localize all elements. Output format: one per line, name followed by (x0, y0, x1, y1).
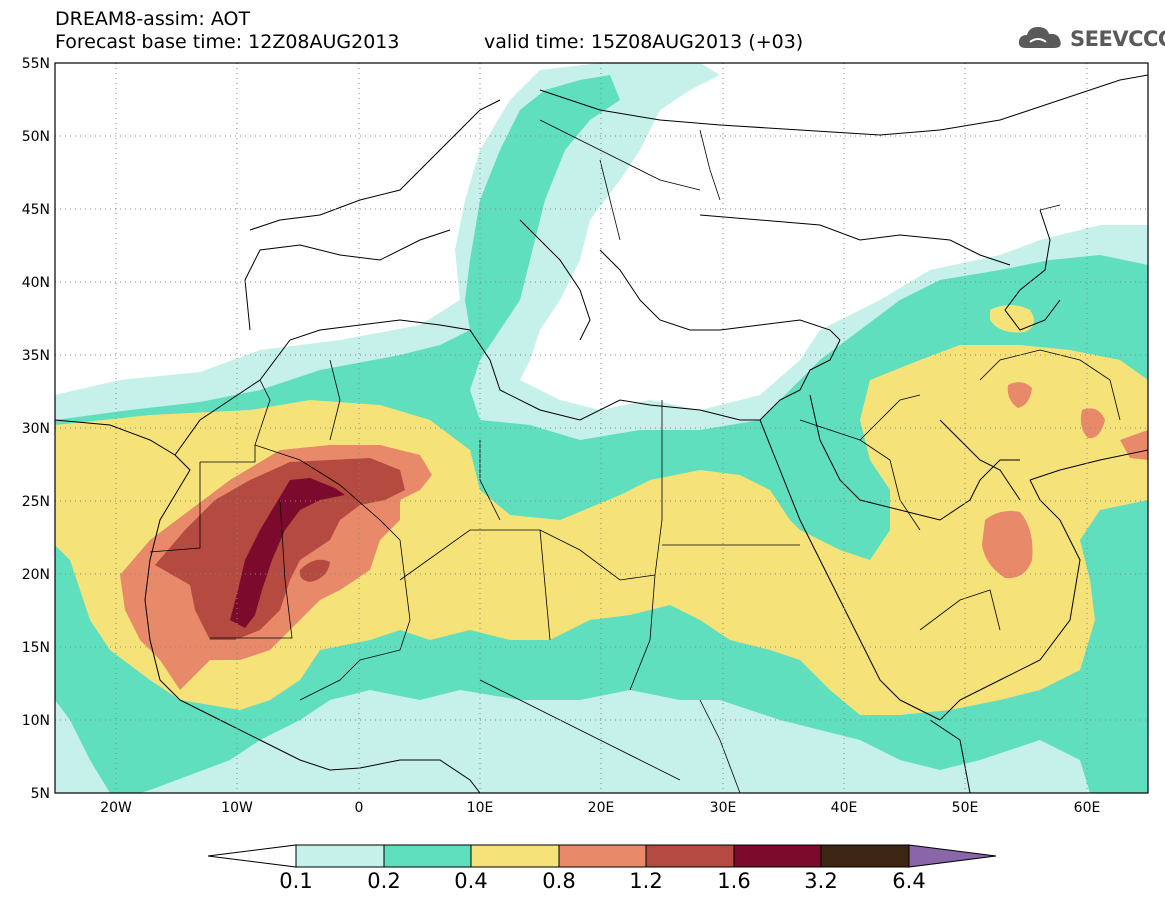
lon-tick-40E: 40E (831, 800, 858, 816)
aot-band-0.8-gulf (982, 511, 1033, 579)
colorbar-bin-0.4 (470, 844, 560, 868)
colorbar-label-0.2: 0.2 (367, 869, 401, 893)
lat-tick-20N: 20N (22, 567, 50, 583)
aot-band-0.4 (55, 345, 1148, 715)
aot-band-0.8-iran1 (1007, 382, 1032, 408)
colorbar-bin-0.1 (295, 844, 385, 868)
aot-band-0.4-egypt (720, 488, 764, 526)
colorbar-bin-0.8 (558, 844, 647, 868)
lat-tick-10N: 10N (22, 713, 50, 729)
lat-tick-50N: 50N (22, 129, 50, 145)
cloud-icon (1018, 27, 1061, 48)
aot-band-0.8-iran2 (1080, 408, 1105, 439)
graticule (55, 63, 1148, 793)
colorbar-label-6.4: 6.4 (892, 869, 926, 893)
lat-tick-35N: 35N (22, 348, 50, 364)
map-title: DREAM8-assim: AOT (55, 8, 251, 30)
aot-band-1.6 (230, 478, 345, 628)
colorbar-label-1.2: 1.2 (629, 869, 663, 893)
map-frame (54, 62, 1149, 794)
lon-axis: 20W 10W 0 10E 20E 30E 40E 50E 60E (100, 800, 1100, 816)
lat-tick-45N: 45N (22, 202, 50, 218)
aot-band-0.8-pakistan (1120, 430, 1148, 460)
country-borders (149, 119, 1121, 793)
colorbar (207, 844, 997, 868)
aot-band-1.2 (155, 458, 405, 640)
lon-tick-20E: 20E (588, 800, 615, 816)
colorbar-label-0.4: 0.4 (454, 869, 488, 893)
lat-tick-15N: 15N (22, 640, 50, 656)
colorbar-bin-1.6 (733, 844, 822, 868)
lon-tick-30E: 30E (710, 800, 737, 816)
aot-band-1.2-dot (299, 559, 330, 582)
valid-time: valid time: 15Z08AUG2013 (+03) (484, 31, 804, 53)
colorbar-over-arrow (908, 844, 997, 868)
lat-tick-25N: 25N (22, 494, 50, 510)
lon-tick-60E: 60E (1074, 800, 1101, 816)
colorbar-label-0.1: 0.1 (279, 869, 313, 893)
seevccc-logo: SEEVCCC (1016, 22, 1165, 58)
colorbar-label-0.8: 0.8 (542, 869, 576, 893)
colorbar-bin-1.2 (645, 844, 735, 868)
lat-tick-55N: 55N (22, 56, 50, 72)
lat-axis: 55N 50N 45N 40N 35N 30N 25N 20N 15N 10N … (22, 56, 50, 802)
lat-tick-30N: 30N (22, 421, 50, 437)
forecast-base-time: Forecast base time: 12Z08AUG2013 (55, 31, 400, 53)
lat-tick-5N: 5N (31, 786, 50, 802)
logo-text: SEEVCCC (1070, 27, 1165, 51)
lon-tick-20W: 20W (100, 800, 132, 816)
lon-tick-0: 0 (355, 800, 364, 816)
colorbar-label-1.6: 1.6 (717, 869, 751, 893)
colorbar-bin-3.2 (820, 844, 910, 868)
lat-tick-40N: 40N (22, 275, 50, 291)
colorbar-bin-0.2 (383, 844, 472, 868)
colorbar-label-3.2: 3.2 (804, 869, 838, 893)
lon-tick-50E: 50E (952, 800, 979, 816)
lon-tick-10W: 10W (221, 800, 253, 816)
lon-tick-10E: 10E (467, 800, 494, 816)
coastlines (55, 74, 1148, 793)
colorbar-under-arrow (207, 844, 297, 868)
